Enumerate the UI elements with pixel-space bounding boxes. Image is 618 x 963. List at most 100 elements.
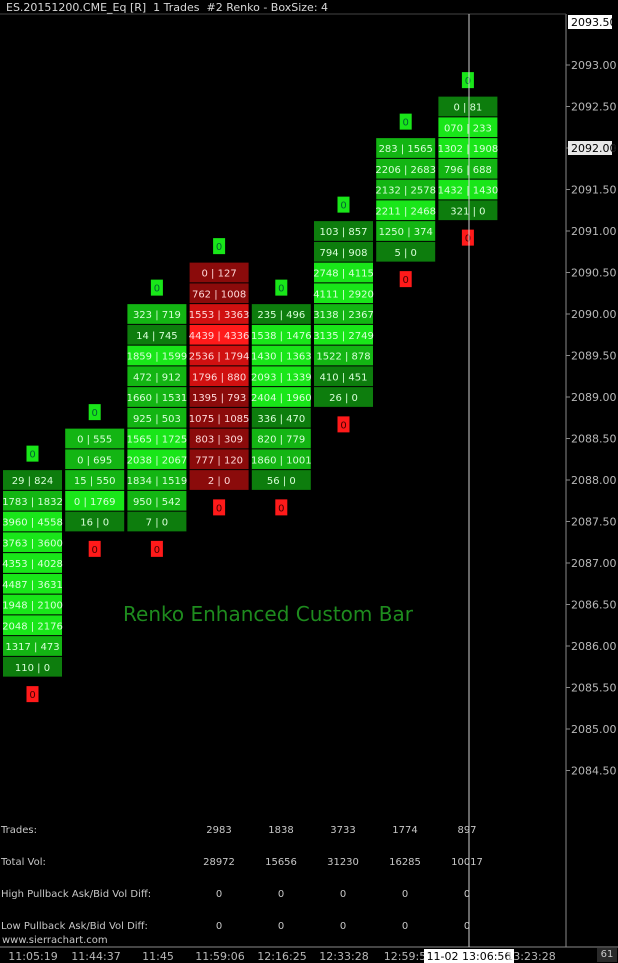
crosshair-price-label: 2092.00 [571,142,617,155]
volume-cell [3,490,62,511]
price-tick-label: 2092.50 [571,101,617,114]
volume-cell [314,221,373,241]
volume-cell-label: 4353 | 4028 [2,559,63,570]
price-tick-label: 2093.00 [571,59,617,72]
stats-value: 0 [278,921,284,932]
stats-value: 897 [457,825,476,836]
volume-cell-label: 7 | 0 [146,518,168,529]
volume-cell-label: 5 | 0 [394,248,416,259]
volume-cell [438,138,498,158]
stats-row-label: Total Vol: [0,857,46,868]
volume-cell-label: 2132 | 2578 [375,186,436,197]
bottom-pullback-marker-label: 0 [216,503,222,514]
volume-cell [438,158,498,179]
price-tick-label: 2086.50 [571,599,617,612]
volume-cell-label: 1859 | 1599 [127,352,188,363]
bottom-pullback-marker [213,499,226,516]
time-label: 12:33:28 [319,950,368,963]
time-axis[interactable]: 11:05:19 11:44:37 11:45 11:59:06 12:16:25 12:… [8,949,556,963]
volume-cell-label: 14 | 745 [136,331,178,342]
price-tick-label: 2089.50 [571,350,617,363]
volume-cell-label: 3138 | 2367 [313,310,374,321]
volume-cell-label: 1395 | 793 [192,393,246,404]
volume-cell-label: 950 | 542 [133,497,181,508]
top-pullback-marker [337,196,350,213]
volume-cell-label: 2206 | 2683 [375,165,436,176]
volume-cell-label: 472 | 912 [133,372,181,383]
bottom-pullback-marker [150,540,163,557]
price-tick-label: 2091.00 [571,225,617,238]
volume-cell [314,304,373,324]
top-pullback-marker-label: 0 [465,76,471,87]
volume-cell [189,407,249,428]
volume-cell [251,324,311,345]
volume-cell-label: 1302 | 1908 [438,144,499,155]
renko-bar: 29 | 824 1783 | 1832 3960 | 4558 3763 | 360… [2,470,63,677]
stats-row-label: Low Pullback Ask/Bid Vol Diff: [1,921,148,932]
stats-value: 0 [402,921,408,932]
volume-cell [251,449,311,470]
volume-cell [376,179,436,200]
volume-cell-label: 777 | 120 [195,455,243,466]
stats-value: 1774 [392,825,417,836]
renko-bar: 0 | 555 0 | 695 15 | 550 0 | 1769 16 | 0 [65,428,125,532]
bottom-pullback-marker-label: 0 [29,690,35,701]
volume-cell-label: 26 | 0 [329,393,358,404]
volume-cell [189,387,249,407]
time-label: 11:45 [142,950,174,963]
volume-cell-label: 0 | 1769 [74,497,116,508]
stats-row-label: Trades: [0,825,37,836]
volume-cell-label: 1538 | 1476 [251,331,312,342]
top-pullback-marker [461,72,474,89]
volume-cell [3,656,62,677]
volume-cell-label: 283 | 1565 [379,144,433,155]
volume-cell-label: 3135 | 2749 [313,331,374,342]
bottom-pullback-marker [275,499,288,516]
volume-cell [314,324,373,345]
volume-cell-label: 103 | 857 [320,227,368,238]
volume-cell [314,262,373,283]
volume-cell-label: 2748 | 4115 [313,269,374,280]
volume-cell-label: 0 | 127 [202,269,237,280]
price-axis[interactable]: 2093.00 2092.50 2092.00 2091.50 2091.00 2090.… [566,15,617,778]
time-label: 12:59:5 [384,950,426,963]
volume-cell [127,324,187,345]
price-tick-label: 2086.00 [571,640,617,653]
renko-bar: 103 | 857 794 | 908 2748 | 4115 4111 | 2920… [313,221,374,407]
top-pullback-marker [26,445,39,462]
stats-value: 0 [402,889,408,900]
top-pullback-marker-label: 0 [154,284,160,295]
stats-value: 16285 [389,857,421,868]
volume-cell [189,366,249,387]
volume-cell [376,221,436,241]
volume-cell-label: 796 | 688 [444,165,492,176]
volume-cell [189,304,249,324]
price-tick-label: 2088.50 [571,433,617,446]
volume-cell [127,428,187,449]
volume-cell [438,117,498,138]
stats-value: 0 [278,889,284,900]
time-highlight-box [424,949,514,963]
volume-cell-label: 1834 | 1519 [127,476,188,487]
volume-cell [3,470,62,490]
price-tick-label: 2088.00 [571,474,617,487]
bottom-pullback-marker [88,540,101,557]
volume-cell-label: 762 | 1008 [192,289,246,300]
volume-cell-label: 925 | 503 [133,414,181,425]
time-label: 11:44:37 [71,950,120,963]
volume-cell-label: 2048 | 2176 [2,621,63,632]
volume-cell-label: 1250 | 374 [379,227,433,238]
volume-cell [251,345,311,366]
volume-cell-label: 3960 | 4558 [2,518,63,529]
volume-cell-label: 1317 | 473 [5,642,59,653]
renko-bar: 323 | 719 14 | 745 1859 | 1599 472 | 912 166… [127,304,188,532]
time-highlight-label: 11-02 13:06:56 [427,950,512,963]
volume-cell [438,179,498,200]
volume-cell-label: 1565 | 1725 [127,435,188,446]
corner-label[interactable]: 61 [597,948,617,962]
price-tick-label: 2085.00 [571,723,617,736]
volume-cell-label: 29 | 824 [12,476,54,487]
volume-cell-label: 235 | 496 [257,310,305,321]
volume-cell [438,96,498,117]
